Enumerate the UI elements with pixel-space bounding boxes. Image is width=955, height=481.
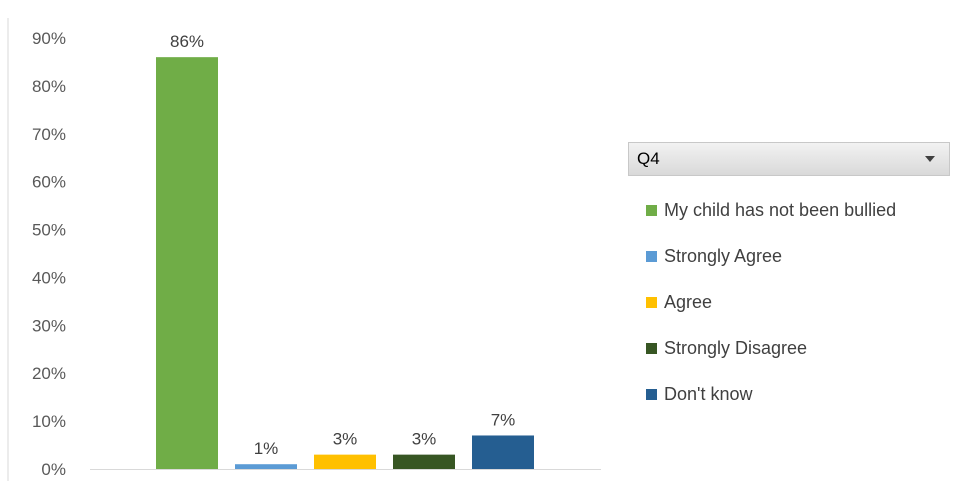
legend: Q4 My child has not been bullied Strongl… [628,142,950,406]
bar[interactable] [156,57,218,470]
legend-swatch [646,388,657,400]
data-labels: 86% 1% 3% 3% 7% [170,32,515,458]
y-tick-label: 50% [32,221,66,240]
y-tick-label: 70% [32,125,66,144]
bar[interactable] [472,435,534,469]
data-label: 86% [170,32,204,51]
y-tick-label: 30% [32,316,66,335]
legend-filter-dropdown[interactable]: Q4 [628,142,950,176]
legend-swatch [646,296,657,308]
y-tick-labels: 0% 10% 20% 30% 40% 50% 60% 70% 80% 90% [32,29,66,479]
legend-item-strongly-disagree[interactable]: Strongly Disagree [646,336,950,360]
data-label: 3% [412,430,437,449]
legend-label: Agree [664,291,713,312]
legend-title: Q4 [637,149,660,168]
legend-swatch [646,250,657,262]
y-tick-label: 90% [32,29,66,48]
bar[interactable] [314,454,376,469]
legend-item-not-bullied[interactable]: My child has not been bullied [646,198,950,222]
bar[interactable] [393,454,455,469]
data-label: 7% [491,410,516,429]
bar-chart: 0% 10% 20% 30% 40% 50% 60% 70% 80% 90% 86% 1% 3% 3% 7… [7,18,601,481]
data-label: 3% [333,430,358,449]
legend-label: Don't know [664,383,753,404]
dropdown-arrow-icon[interactable] [925,156,935,162]
y-tick-label: 10% [32,412,66,431]
y-tick-label: 0% [41,460,66,479]
y-tick-label: 80% [32,77,66,96]
bar[interactable] [235,464,297,469]
bars [156,57,534,470]
legend-item-agree[interactable]: Agree [646,290,950,314]
legend-swatch [646,204,657,216]
y-tick-label: 60% [32,173,66,192]
legend-label: Strongly Agree [664,245,783,266]
legend-label: My child has not been bullied [664,199,897,220]
y-tick-label: 20% [32,364,66,383]
data-label: 1% [254,439,279,458]
legend-item-strongly-agree[interactable]: Strongly Agree [646,244,950,268]
legend-label: Strongly Disagree [664,337,808,358]
legend-swatch [646,342,657,354]
legend-item-dont-know[interactable]: Don't know [646,382,950,406]
y-tick-label: 40% [32,268,66,287]
